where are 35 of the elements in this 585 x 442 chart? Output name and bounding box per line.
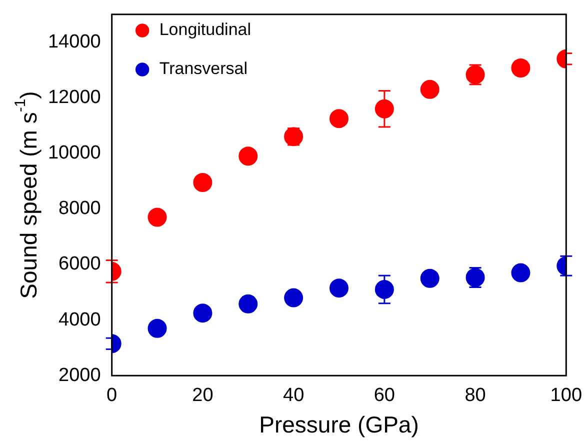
point	[466, 268, 485, 288]
x-tick-label: 60	[374, 385, 395, 406]
y-tick-label: 14000	[48, 31, 101, 52]
point	[466, 65, 485, 84]
x-tick-label: 20	[192, 385, 214, 406]
point	[329, 278, 348, 298]
point	[511, 58, 530, 78]
y-tick-label: 6000	[58, 254, 101, 275]
point	[284, 288, 304, 308]
point	[148, 318, 167, 338]
x-tick-label: 0	[106, 385, 118, 406]
y-tick-label: 10000	[48, 142, 101, 164]
y-axis-title: Sound speed (m s-1)	[12, 91, 42, 299]
point	[374, 280, 394, 299]
x-axis-title: Pressure (GPa)	[259, 412, 419, 438]
legend-label: Longitudinal	[159, 20, 252, 40]
point	[238, 294, 258, 314]
y-tick-label: 8000	[58, 198, 101, 220]
point	[238, 146, 258, 166]
point	[284, 127, 304, 146]
point	[420, 268, 440, 288]
point	[148, 208, 167, 227]
x-tick-label: 40	[282, 385, 304, 406]
point	[329, 109, 348, 128]
point	[374, 99, 394, 118]
point	[420, 80, 440, 99]
y-tick-label: 12000	[48, 86, 101, 108]
y-tick-label: 4000	[58, 309, 101, 330]
x-tick-label: 80	[464, 385, 486, 406]
legend-label: Transversal	[159, 59, 248, 78]
point	[193, 304, 212, 323]
point	[193, 172, 212, 192]
point	[511, 263, 530, 282]
y-tick-label: 2000	[58, 364, 101, 386]
x-tick-label: 100	[550, 385, 582, 406]
